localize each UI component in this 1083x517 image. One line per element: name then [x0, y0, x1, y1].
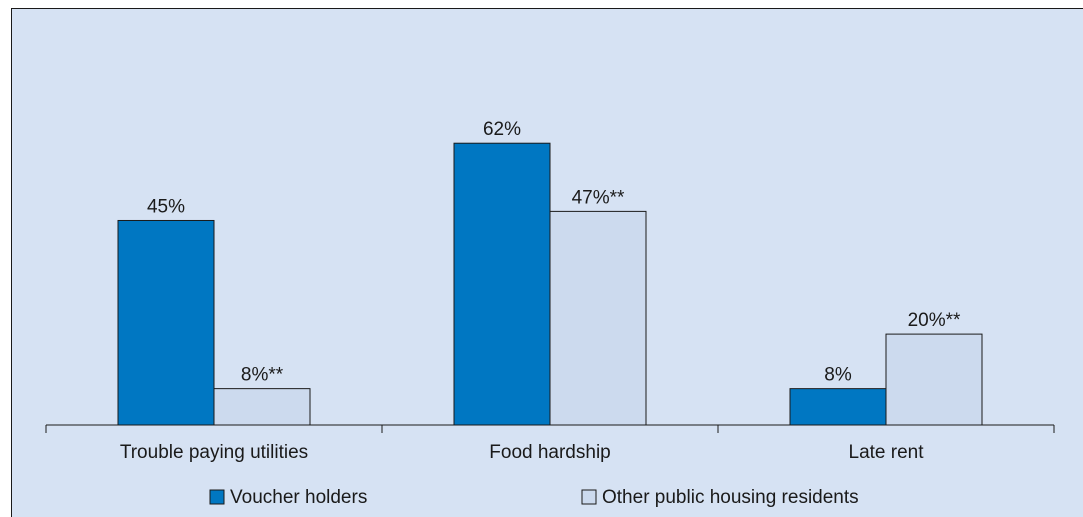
bars-group	[117, 142, 983, 426]
category-labels-group: Trouble paying utilities Food hardship Lat…	[120, 442, 924, 463]
legend-label-voucher-holders: Voucher holders	[230, 487, 367, 508]
value-label-late-rent-other-public-housing-residents: 20%**	[908, 310, 961, 331]
value-label-food-hardship-other-public-housing-residents: 47%**	[572, 187, 625, 208]
bar-late-rent-other-public-housing-residents	[885, 333, 983, 426]
bar-late-rent-voucher-holders	[789, 388, 887, 426]
category-label-food-hardship: Food hardship	[489, 442, 610, 463]
value-label-trouble-paying-utilities-voucher-holders: 45%	[147, 196, 185, 217]
category-label-late-rent: Late rent	[849, 442, 925, 463]
legend-label-other-public-housing-residents: Other public housing residents	[602, 487, 859, 508]
x-axis	[45, 424, 1055, 433]
bar-food-hardship-other-public-housing-residents	[549, 210, 647, 426]
legend: Voucher holders Other public housing resi…	[209, 487, 859, 508]
bar-food-hardship-voucher-holders	[453, 142, 551, 426]
value-label-food-hardship-voucher-holders: 62%	[483, 119, 521, 140]
category-label-trouble-paying-utilities: Trouble paying utilities	[120, 442, 308, 463]
bar-trouble-paying-utilities-other-public-housing-residents	[213, 388, 311, 426]
bar-trouble-paying-utilities-voucher-holders	[117, 219, 215, 426]
value-label-late-rent-voucher-holders: 8%	[824, 365, 852, 386]
legend-swatch-voucher-holders	[209, 489, 225, 505]
legend-swatch-other-public-housing-residents	[581, 489, 597, 505]
value-label-trouble-paying-utilities-other-public-housing-residents: 8%**	[241, 365, 284, 386]
value-labels-group: 45% 8%** 62% 47%** 8% 20%**	[147, 119, 961, 385]
